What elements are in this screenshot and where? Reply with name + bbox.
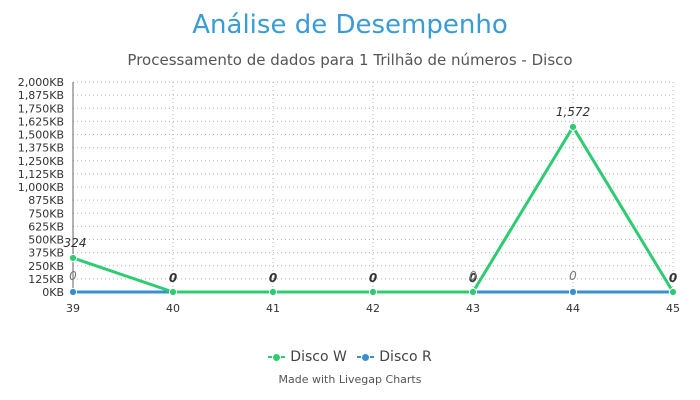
y-tick-label: 1,750KB (18, 102, 64, 115)
data-label-disco-w: 324 (64, 236, 87, 250)
data-point-disco-r (568, 287, 578, 297)
data-label-disco-w: 0 (269, 271, 277, 285)
legend-label-disco-r: Disco R (379, 349, 432, 365)
y-tick-label: 125KB (28, 273, 64, 286)
y-tick-label: 1,375KB (18, 142, 64, 155)
data-label-disco-w: 0 (369, 271, 377, 285)
legend-item-disco-w[interactable]: Disco W (268, 349, 347, 365)
data-label-disco-w: 0 (169, 271, 177, 285)
legend-label-disco-w: Disco W (290, 349, 347, 365)
data-label-disco-w: 0 (669, 271, 677, 285)
y-tick-label: 1,875KB (18, 89, 64, 102)
data-label-disco-w: 1,572 (556, 105, 590, 119)
y-tick-label: 875KB (28, 194, 64, 207)
legend-item-disco-r[interactable]: Disco R (357, 349, 432, 365)
y-tick-label: 1,000KB (18, 181, 64, 194)
y-tick-label: 1,500KB (18, 129, 64, 142)
chart-title: Análise de Desempenho (192, 10, 508, 40)
data-point-disco-w (568, 122, 578, 132)
y-tick-label: 625KB (28, 220, 64, 233)
data-point-disco-w (368, 287, 378, 297)
data-label-disco-r: 0 (69, 269, 77, 283)
legend-marker-disco-w (268, 353, 286, 361)
data-label-disco-w: 0 (469, 271, 477, 285)
chart-legend: Disco W Disco R (0, 346, 700, 365)
x-tick-label: 43 (466, 302, 480, 315)
series-line-disco-w (72, 125, 675, 294)
y-tick-label: 375KB (28, 247, 64, 260)
y-tick-label: 500KB (28, 234, 64, 247)
footer-credit: Made with Livegap Charts (278, 373, 422, 386)
y-tick-label: 1,250KB (18, 155, 64, 168)
y-tick-label: 250KB (28, 260, 64, 273)
y-tick-label: 1,125KB (18, 168, 64, 181)
data-point-disco-w (468, 287, 478, 297)
legend-marker-disco-r (357, 353, 375, 361)
data-label-disco-r: 0 (569, 269, 577, 283)
x-tick-label: 45 (666, 302, 680, 315)
data-label-disco-r: 0 (469, 269, 477, 283)
y-tick-label: 1,625KB (18, 115, 64, 128)
y-tick-label: 2,000KB (18, 76, 64, 89)
x-tick-label: 44 (566, 302, 580, 315)
y-tick-label: 750KB (28, 207, 64, 220)
x-tick-label: 41 (266, 302, 280, 315)
x-tick-label: 42 (366, 302, 380, 315)
data-point-disco-w (668, 287, 678, 297)
x-tick-label: 40 (166, 302, 180, 315)
chart-subtitle: Processamento de dados para 1 Trilhão de… (127, 51, 573, 69)
data-point-disco-r (68, 287, 78, 297)
data-point-disco-w (268, 287, 278, 297)
y-tick-label: 0KB (42, 286, 64, 299)
x-tick-label: 39 (66, 302, 80, 315)
data-point-disco-w (168, 287, 178, 297)
data-point-disco-w (68, 253, 78, 263)
